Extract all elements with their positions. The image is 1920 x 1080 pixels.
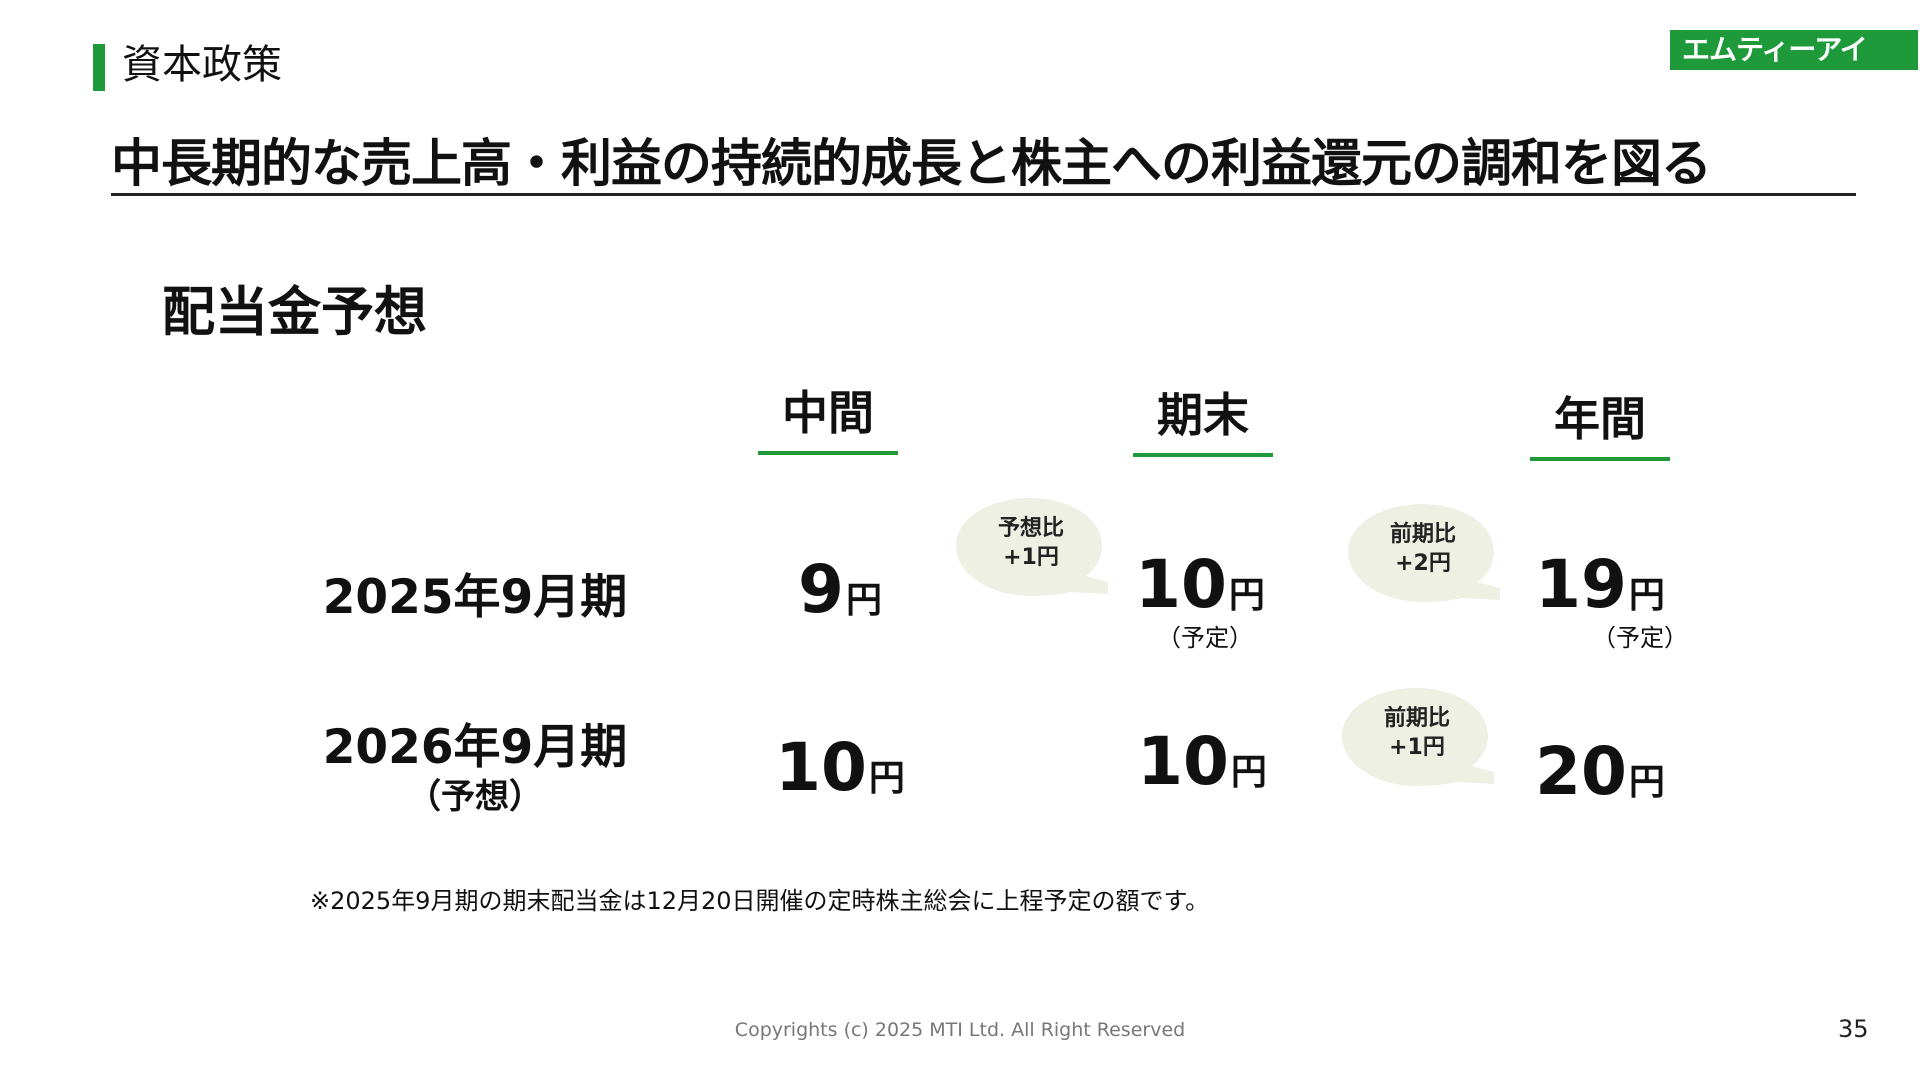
amount-fy2026-interim: 10円	[740, 733, 940, 820]
amount-value: 10	[775, 729, 867, 806]
planned-note-fy2025-year-end: （予定）	[1157, 624, 1253, 652]
headline: 中長期的な売上高・利益の持続的成長と株主への利益還元の調和を図る	[111, 135, 1712, 194]
amount-unit: 円	[1628, 575, 1665, 616]
column-underline-annual	[1530, 457, 1670, 461]
bubble-line2: +2円	[1395, 551, 1451, 576]
column-header-annual: 年間	[1554, 392, 1646, 446]
bubble-line2: +1円	[1389, 735, 1445, 760]
speech-bubble-shape	[1348, 504, 1500, 602]
amount-fy2026-annual: 20円	[1500, 737, 1700, 824]
amount-unit: 円	[845, 580, 882, 621]
amount-fy2025-annual: 19円	[1500, 550, 1700, 637]
amount-value: 20	[1535, 733, 1627, 810]
speech-bubble-shape	[1342, 688, 1494, 786]
amount-unit: 円	[1228, 575, 1265, 616]
row-label-fy2025: 2025年9月期	[322, 570, 628, 625]
planned-note-fy2025-annual: （予定）	[1592, 624, 1688, 652]
amount-value: 9	[798, 551, 844, 628]
amount-value: 19	[1535, 546, 1627, 623]
footnote: ※2025年9月期の期末配当金は12月20日開催の定時株主総会に上程予定の額です…	[310, 887, 1210, 915]
amount-value: 10	[1135, 546, 1227, 623]
company-logo: エムティーアイ	[1670, 30, 1918, 70]
copyright: Copyrights (c) 2025 MTI Ltd. All Right R…	[734, 1019, 1186, 1041]
bubble-line1: 前期比	[1389, 522, 1456, 547]
row-sublabel-fy2026: （予想）	[407, 777, 543, 817]
column-header-year-end: 期末	[1157, 388, 1249, 442]
amount-fy2026-year-end: 10円	[1102, 727, 1302, 814]
comparison-bubble-fy2025-year-end: 予想比 +1円	[952, 496, 1110, 596]
amount-unit: 円	[868, 758, 905, 799]
amount-unit: 円	[1230, 752, 1267, 793]
page-number: 35	[1838, 1015, 1869, 1043]
amount-value: 10	[1137, 723, 1229, 800]
comparison-bubble-fy2025-annual: 前期比 +2円	[1344, 502, 1502, 602]
column-underline-year-end	[1133, 453, 1273, 457]
amount-fy2025-interim: 9円	[740, 555, 940, 642]
amount-fy2025-year-end: 10円	[1100, 550, 1300, 637]
section-title: 資本政策	[122, 42, 282, 88]
bubble-line1: 前期比	[1383, 706, 1450, 731]
speech-bubble-shape	[956, 498, 1108, 596]
subheading: 配当金予想	[162, 282, 427, 343]
section-accent-bar	[93, 44, 105, 91]
headline-underline	[111, 193, 1856, 196]
bubble-line2: +1円	[1003, 545, 1059, 570]
amount-unit: 円	[1628, 762, 1665, 803]
column-underline-interim	[758, 451, 898, 455]
comparison-bubble-fy2026-annual: 前期比 +1円	[1338, 686, 1496, 786]
row-label-fy2026: 2026年9月期	[322, 720, 628, 775]
column-header-interim: 中間	[782, 386, 874, 440]
bubble-line1: 予想比	[997, 516, 1064, 541]
